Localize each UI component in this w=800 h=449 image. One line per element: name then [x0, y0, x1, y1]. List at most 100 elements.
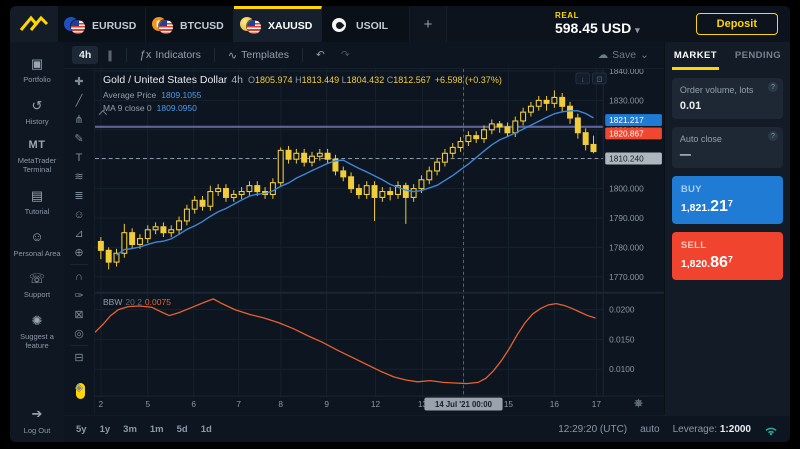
- range-1m[interactable]: 1m: [150, 424, 164, 435]
- draw-tool-1[interactable]: ╱: [68, 91, 90, 110]
- us-flag-icon: [247, 20, 261, 34]
- object-tree-button[interactable]: ◈: [68, 378, 90, 397]
- draw-tool-9[interactable]: ⊕: [68, 243, 90, 262]
- tutorial-icon: ▤: [31, 188, 43, 204]
- sidebar-item-tutorial[interactable]: ▤ Tutorial: [10, 182, 65, 224]
- sidebar-item-label: Support: [24, 290, 50, 299]
- svg-text:1780.000: 1780.000: [609, 242, 644, 252]
- draw-tool-13[interactable]: ⊠: [68, 305, 90, 324]
- redo-button[interactable]: ↷: [334, 46, 357, 64]
- chart-type-button[interactable]: ∥: [100, 46, 120, 65]
- sidebar-item-label: Portfolio: [23, 75, 51, 84]
- chevron-down-icon: ▾: [635, 25, 640, 35]
- range-3m[interactable]: 3m: [123, 424, 137, 435]
- sidebar-item-support[interactable]: ☏Support: [10, 265, 65, 307]
- range-5y[interactable]: 5y: [76, 424, 87, 435]
- svg-text:1800.000: 1800.000: [609, 184, 644, 194]
- sidebar-item-portfolio[interactable]: ▣ Portfolio: [10, 50, 65, 92]
- exness-logo-icon: [18, 15, 50, 33]
- order-volume-field[interactable]: ? Order volume, lots 0.01: [672, 78, 783, 119]
- help-icon[interactable]: ?: [768, 131, 778, 141]
- indicators-button[interactable]: ƒx Indicators: [133, 46, 208, 64]
- sidebar-item-history[interactable]: ↺History: [10, 92, 65, 134]
- tab-pending[interactable]: PENDING: [733, 42, 783, 70]
- xauusd-pair-icon: [240, 17, 263, 34]
- order-volume-value[interactable]: 0.01: [680, 100, 775, 112]
- save-button[interactable]: ☁ Save ⌄: [591, 46, 656, 64]
- exness-logo[interactable]: [10, 6, 58, 42]
- metatrader-terminal-icon: MT: [29, 139, 46, 153]
- legend-collapse-button[interactable]: [99, 111, 107, 115]
- sidebar-item-personal-area[interactable]: ☺Personal Area: [10, 223, 65, 265]
- us-flag-icon: [159, 20, 173, 34]
- bbw-line: [95, 299, 595, 384]
- sidebar-item-log-out[interactable]: ➔Log Out: [10, 400, 65, 442]
- tab-btcusd[interactable]: ฿BTCUSD: [146, 6, 234, 42]
- buy-button[interactable]: BUY 1,821.217: [672, 176, 783, 224]
- sidebar: ▣Portfolio↺HistoryMTMetaTrader Terminal▤…: [10, 42, 64, 442]
- chart-area: ✚╱⋔✎T≋≣☺⊿⊕ ∩✑⊠◎ ⊟ ◈ Gold / United States Do…: [64, 69, 664, 415]
- tab-market[interactable]: MARKET: [672, 42, 719, 70]
- oil-flag-icon: [332, 18, 346, 32]
- chart-quick-buttons: ↓⊡: [576, 73, 606, 84]
- tab-xauusd[interactable]: XAUUSD: [234, 6, 322, 42]
- usoil-pair-icon: [328, 17, 351, 34]
- undo-button[interactable]: ↶: [309, 46, 332, 64]
- svg-text:14 Jul '21 00:00: 14 Jul '21 00:00: [435, 400, 493, 409]
- oil-drop-icon: [334, 20, 344, 30]
- sidebar-item-label: Personal Area: [13, 249, 60, 258]
- tab-usoil[interactable]: USOIL: [322, 6, 410, 42]
- draw-tool-14[interactable]: ◎: [68, 324, 90, 343]
- draw-tool-2[interactable]: ⋔: [68, 110, 90, 129]
- draw-tool-6[interactable]: ≣: [68, 186, 90, 205]
- draw-tool-16[interactable]: ⊟: [68, 348, 90, 367]
- range-1d[interactable]: 1d: [201, 424, 212, 435]
- price-chart-canvas[interactable]: 1840.0001830.0001820.0001810.0001800.000…: [95, 69, 664, 415]
- clock: 12:29:20 (UTC): [558, 424, 627, 435]
- drawing-toolbar: ✚╱⋔✎T≋≣☺⊿⊕ ∩✑⊠◎ ⊟ ◈: [64, 69, 95, 415]
- time-axis: 256789121314 Jul '21 00:00151617: [99, 398, 602, 411]
- svg-text:7: 7: [236, 399, 241, 409]
- help-icon[interactable]: ?: [768, 82, 778, 92]
- draw-tool-4[interactable]: T: [68, 148, 90, 167]
- draw-tool-0[interactable]: ✚: [68, 72, 90, 91]
- timeframe-button[interactable]: 4h: [72, 46, 98, 64]
- account-switcher[interactable]: REAL 598.45 USD ▾: [555, 12, 640, 36]
- candlestick-icon: ∥: [107, 49, 113, 62]
- deposit-button[interactable]: Deposit: [696, 13, 778, 35]
- range-1y[interactable]: 1y: [100, 424, 111, 435]
- svg-text:↓: ↓: [581, 74, 585, 83]
- sell-button[interactable]: SELL 1,820.867: [672, 232, 783, 280]
- draw-tool-11[interactable]: ∩: [68, 267, 90, 286]
- portfolio-icon: ▣: [31, 56, 43, 72]
- sidebar-item-metatrader-terminal[interactable]: MTMetaTrader Terminal: [10, 133, 65, 182]
- draw-tool-8[interactable]: ⊿: [68, 224, 90, 243]
- draw-tool-12[interactable]: ✑: [68, 286, 90, 305]
- sidebar-item-label: Tutorial: [25, 207, 50, 216]
- svg-text:1830.000: 1830.000: [609, 95, 644, 105]
- templates-icon: ∿: [228, 49, 237, 62]
- draw-tool-5[interactable]: ≋: [68, 167, 90, 186]
- instrument-tabs: EURUSD฿BTCUSDXAUUSDUSOIL: [58, 6, 410, 42]
- sell-price: 1,820.867: [681, 254, 774, 272]
- chart-stage: Gold / United States Dollar4hO1805.974 H…: [95, 69, 664, 415]
- auto-close-value[interactable]: —: [680, 149, 775, 161]
- range-5d[interactable]: 5d: [177, 424, 188, 435]
- svg-text:16: 16: [550, 399, 560, 409]
- range-buttons: 5y 1y 3m 1m 5d 1d: [76, 424, 212, 435]
- bottom-bar: 5y1y3m1m5d1d 12:29:20 (UTC) auto Leverag…: [64, 415, 790, 442]
- history-icon: ↺: [32, 98, 43, 114]
- auto-close-field[interactable]: ? Auto close —: [672, 127, 783, 168]
- sidebar-item-suggest-a-feature[interactable]: ✺Suggest a feature: [10, 307, 65, 358]
- svg-text:1790.000: 1790.000: [609, 213, 644, 223]
- chart-toolbar: 4h ∥ ƒx Indicators ∿ Templates ↶: [64, 42, 664, 69]
- tab-eurusd[interactable]: EURUSD: [58, 6, 146, 42]
- fx-icon: ƒx: [140, 49, 152, 61]
- draw-tool-7[interactable]: ☺: [68, 205, 90, 224]
- draw-tool-3[interactable]: ✎: [68, 129, 90, 148]
- chart-settings-gear-icon[interactable]: [634, 399, 642, 408]
- templates-button[interactable]: ∿ Templates: [221, 46, 296, 65]
- add-instrument-button[interactable]: +: [410, 6, 447, 42]
- timezone-auto-button[interactable]: auto: [640, 424, 659, 435]
- svg-text:1821.217: 1821.217: [609, 115, 644, 125]
